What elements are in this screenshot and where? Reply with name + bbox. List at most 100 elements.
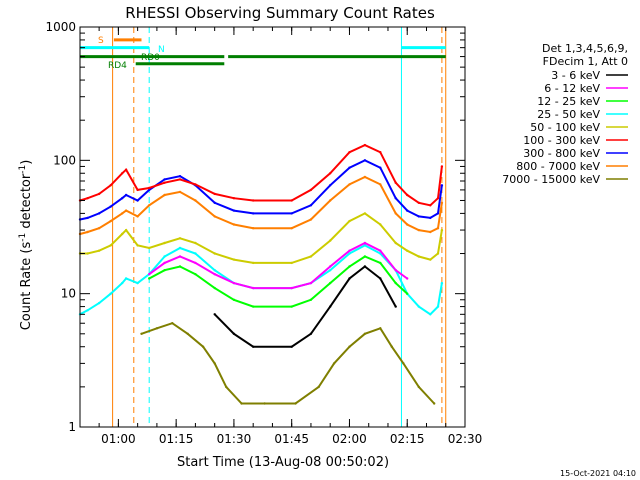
series-12-25-kev [148, 255, 409, 308]
series-100-300-kev [78, 143, 444, 207]
y-axis-label-main: Count Rate (s [19, 242, 34, 331]
data-point-100-300-kev-1-8 [148, 186, 151, 190]
data-point-800-7000-kev-1-12 [213, 215, 216, 218]
data-point-6-12-kev-1-1 [148, 273, 151, 276]
data-point-25-50-kev-1-6 [124, 277, 128, 280]
flag-label-n: N [158, 45, 165, 55]
data-point-25-50-kev-1-2 [86, 309, 89, 312]
data-point-50-100-kev-1-5 [121, 232, 124, 236]
data-point-800-7000-kev-1-19 [363, 175, 367, 179]
data-point-300-800-kev-1-9 [163, 178, 166, 181]
data-point-3-6-kev-1-7 [348, 277, 351, 280]
data-point-300-800-kev-1-8 [148, 188, 151, 192]
y-axis-label-sup1: -1 [18, 233, 28, 242]
data-point-3-6-kev-1-2 [232, 332, 236, 335]
data-point-100-300-kev-1-12 [213, 192, 216, 196]
data-point-12-25-kev-1-6 [232, 298, 236, 301]
data-point-6-12-kev-1-14 [394, 269, 397, 272]
data-point-800-7000-kev-1-24 [429, 230, 432, 234]
data-point-50-100-kev-1-20 [379, 223, 382, 226]
data-point-300-800-kev-1-5 [121, 197, 124, 200]
data-point-50-100-kev-1-24 [429, 258, 432, 261]
data-point-800-7000-kev-1-8 [148, 204, 151, 207]
data-point-7000-15000-kev-1-6 [213, 362, 216, 365]
data-point-300-800-kev-1-12 [213, 201, 216, 204]
data-point-100-300-kev-1-3 [97, 192, 101, 196]
data-point-6-12-kev-1-11 [348, 249, 351, 252]
data-point-100-300-kev-1-14 [252, 199, 255, 202]
data-point-7000-15000-kev-1-8 [240, 402, 243, 405]
data-point-7000-15000-kev-1-14 [363, 332, 367, 335]
data-point-12-25-kev-1-9 [309, 298, 313, 301]
data-point-7000-15000-kev-1-4 [186, 332, 189, 335]
data-point-300-800-kev-1-7 [136, 199, 139, 202]
data-point-100-300-kev-1-11 [194, 183, 197, 186]
y-axis-label-mid: detector [19, 173, 34, 233]
data-point-12-25-kev-1-13 [379, 261, 382, 265]
series-line-3-6-kev-1 [213, 265, 397, 348]
data-point-50-100-kev-1-23 [417, 255, 420, 258]
x-tick-label-02-30: 02:30 [448, 432, 483, 446]
data-point-50-100-kev-1-6 [124, 228, 128, 232]
data-point-3-6-kev-1-9 [379, 277, 382, 280]
legend-header-line-2: FDecim 1, Att 0 [543, 55, 628, 68]
data-point-300-800-kev-1-21 [394, 197, 397, 200]
data-point-300-800-kev-1-3 [97, 212, 101, 215]
y-tick-label-1: 1 [68, 420, 76, 434]
data-point-7000-15000-kev-1-9 [263, 402, 266, 405]
x-tick-label-01-00: 01:00 [101, 432, 136, 446]
x-axis-label: Start Time (13-Aug-08 00:50:02) [177, 455, 389, 470]
data-point-50-100-kev-1-17 [329, 239, 332, 242]
data-point-6-12-kev-1-12 [363, 241, 367, 245]
axes: 01:00 01:15 01:30 01:45 02:00 02:15 02:30 1 10 10… [45, 20, 482, 446]
legend-label-3-6-kev: 3 - 6 keV [551, 69, 600, 82]
data-point-50-100-kev-1-2 [86, 252, 89, 255]
y-tick-label-100: 100 [53, 153, 76, 167]
data-point-300-800-kev-1-16 [309, 204, 313, 207]
data-point-300-800-kev-1-17 [329, 184, 332, 187]
data-point-6-12-kev-1-7 [252, 286, 255, 290]
data-point-100-300-kev-1-18 [348, 151, 351, 154]
data-point-12-25-kev-1-8 [290, 305, 293, 308]
data-point-25-50-kev-1-3 [97, 301, 101, 305]
data-point-100-300-kev-1-4 [109, 184, 112, 187]
data-point-6-12-kev-1-6 [232, 281, 236, 285]
data-point-100-300-kev-1-7 [136, 188, 139, 192]
data-point-100-300-kev-1-16 [309, 188, 313, 192]
data-point-300-800-kev-1-25 [436, 212, 440, 215]
data-point-3-6-kev-1-5 [309, 332, 313, 335]
data-point-3-6-kev-1-6 [329, 305, 332, 308]
data-point-7000-15000-kev-1-2 [155, 327, 159, 330]
data-point-7000-15000-kev-1-13 [348, 345, 351, 348]
data-point-7000-15000-kev-1-7 [225, 385, 228, 389]
data-point-12-25-kev-1-10 [329, 281, 332, 285]
data-point-800-7000-kev-1-15 [290, 227, 293, 230]
data-point-100-300-kev-1-10 [178, 178, 182, 181]
data-point-12-25-kev-1-3 [178, 265, 182, 268]
data-point-50-100-kev-1-26 [440, 228, 444, 232]
data-point-50-100-kev-1-25 [436, 252, 440, 255]
data-point-300-800-kev-1-18 [348, 166, 351, 169]
data-point-100-300-kev-1-23 [417, 201, 420, 204]
data-point-800-7000-kev-1-25 [436, 227, 440, 230]
legend-label-6-12-kev: 6 - 12 keV [544, 82, 600, 95]
data-point-12-25-kev-1-4 [194, 273, 197, 276]
data-point-100-300-kev-1-13 [232, 197, 236, 200]
data-point-800-7000-kev-1-17 [329, 199, 332, 202]
data-point-800-7000-kev-1-22 [406, 223, 409, 226]
data-point-50-100-kev-1-4 [109, 244, 112, 247]
flag-label-s: S [98, 36, 104, 46]
data-point-50-100-kev-1-18 [348, 219, 351, 223]
y-tick-label-1000: 1000 [45, 20, 76, 34]
data-point-6-12-kev-1-13 [379, 249, 382, 252]
legend-label-7000-15000-kev: 7000 - 15000 keV [502, 173, 600, 186]
data-point-800-7000-kev-1-3 [97, 227, 101, 230]
legend-label-100-300-kev: 100 - 300 keV [523, 134, 600, 147]
y-axis-label-sup2: -1 [18, 165, 28, 174]
series-50-100-kev [78, 212, 444, 265]
data-point-25-50-kev-1-12 [213, 269, 216, 272]
data-point-7000-15000-kev-1-1 [140, 332, 143, 335]
data-point-50-100-kev-1-10 [178, 237, 182, 240]
data-point-800-7000-kev-1-16 [309, 218, 313, 221]
